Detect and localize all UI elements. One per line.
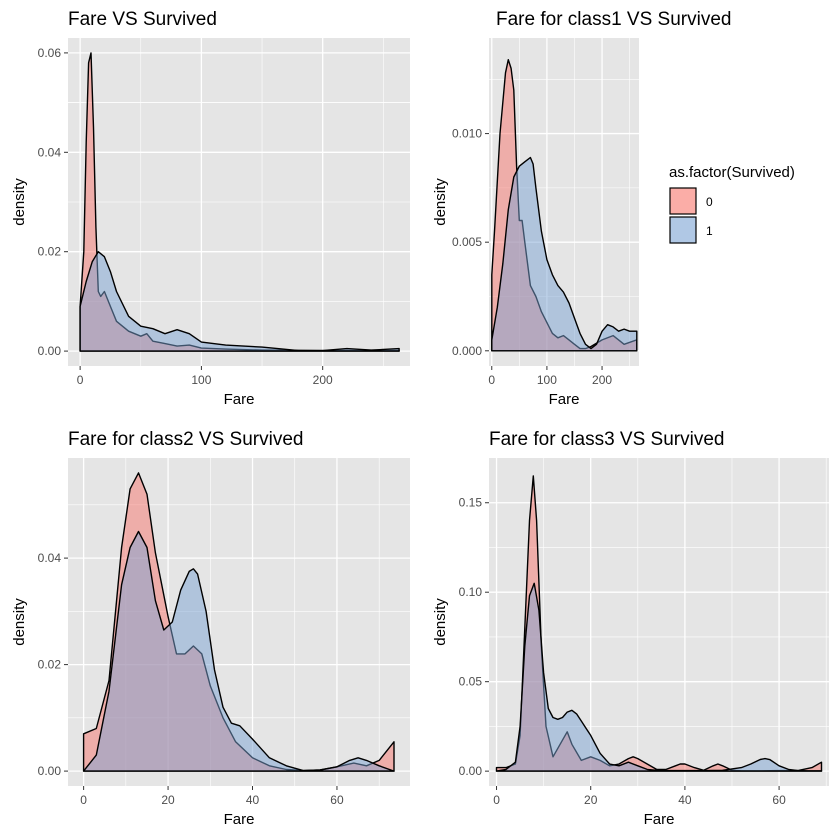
x-tick-label: 0 [488, 373, 495, 387]
y-tick-label: 0.000 [452, 344, 482, 358]
y-axis-label: density [432, 598, 449, 646]
y-axis-label: density [11, 178, 28, 226]
x-axis-label: Fare [224, 811, 255, 828]
density-area-survived-1 [491, 156, 638, 352]
x-tick-label: 60 [330, 793, 344, 807]
y-tick-label: 0.00 [459, 764, 483, 778]
x-tick-label: 60 [772, 793, 786, 807]
y-axis-label: density [11, 598, 28, 646]
x-tick-label: 40 [246, 793, 260, 807]
panel-title: Fare VS Survived [68, 9, 217, 30]
density-area-survived-1 [79, 251, 400, 352]
x-axis-label: Fare [224, 391, 255, 408]
panel-title: Fare for class2 VS Survived [68, 429, 303, 450]
x-axis-label: Fare [644, 811, 675, 828]
y-tick-label: 0.04 [38, 551, 62, 565]
y-tick-label: 0.05 [459, 675, 483, 689]
x-tick-label: 40 [678, 793, 692, 807]
panel-4: 0 20 40 60 0.00 0.05 0.10 0.15 Fare density Fare f… [432, 429, 829, 828]
y-tick-label: 0.06 [38, 46, 62, 60]
legend: as.factor(Survived) 0 1 [669, 164, 795, 244]
x-tick-label: 20 [584, 793, 598, 807]
y-tick-label: 0.00 [38, 764, 62, 778]
panel-2: 0 100 200 0.000 0.005 0.010 Fare density Fare fo… [432, 9, 731, 408]
x-tick-label: 100 [191, 373, 211, 387]
density-area-survived-1 [495, 582, 823, 772]
y-tick-label: 0.02 [38, 245, 62, 259]
x-tick-label: 20 [161, 793, 175, 807]
y-tick-label: 0.10 [459, 585, 483, 599]
x-axis-label: Fare [549, 391, 580, 408]
density-area-survived-1 [82, 530, 395, 772]
legend-label-0: 0 [706, 195, 713, 209]
x-tick-label: 0 [77, 373, 84, 387]
panel-title: Fare for class3 VS Survived [489, 429, 724, 450]
y-tick-label: 0.02 [38, 658, 62, 672]
panel-3: 0 20 40 60 0.00 0.02 0.04 Fare density Fare for c… [11, 429, 410, 828]
x-tick-label: 100 [537, 373, 557, 387]
y-tick-label: 0.00 [38, 344, 62, 358]
x-tick-label: 200 [313, 373, 333, 387]
y-tick-label: 0.15 [459, 496, 483, 510]
y-tick-label: 0.005 [452, 235, 482, 249]
x-tick-label: 0 [80, 793, 87, 807]
legend-label-1: 1 [706, 224, 713, 238]
legend-title: as.factor(Survived) [669, 164, 795, 181]
x-tick-label: 200 [592, 373, 612, 387]
panel-1: 0 100 200 0.00 0.02 0.04 0.06 Fare density Fare V… [11, 9, 410, 408]
y-tick-label: 0.010 [452, 127, 482, 141]
legend-key-1 [669, 216, 697, 244]
x-tick-label: 0 [493, 793, 500, 807]
y-axis-label: density [432, 178, 449, 226]
panel-title: Fare for class1 VS Survived [496, 9, 731, 30]
y-tick-label: 0.04 [38, 145, 62, 159]
legend-key-0 [669, 187, 697, 215]
